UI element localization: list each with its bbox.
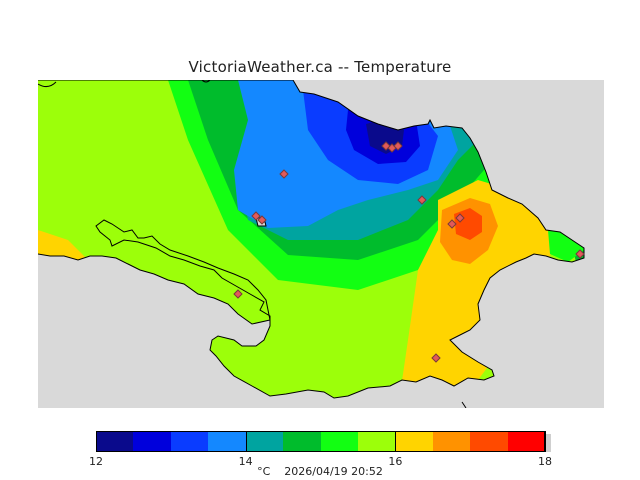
legend-tick-label: 14 — [238, 455, 253, 468]
station-marker[interactable] — [393, 141, 403, 151]
station-marker[interactable] — [233, 289, 243, 299]
legend-swatch — [208, 431, 247, 451]
legend-swatch — [133, 431, 172, 451]
temperature-map-svg — [38, 80, 604, 408]
legend-swatch — [245, 431, 284, 451]
timestamp: 2026/04/19 20:52 — [284, 465, 383, 478]
legend-tick — [96, 431, 97, 452]
coastline — [38, 80, 585, 399]
legend-swatch — [470, 431, 509, 451]
legend-swatch — [96, 431, 134, 451]
station-markers — [233, 141, 585, 363]
color-legend — [96, 431, 551, 452]
legend-tick — [395, 431, 397, 452]
legend-tick-label: 12 — [89, 455, 103, 468]
station-marker[interactable] — [575, 249, 585, 259]
legend-swatch — [432, 431, 471, 451]
coast-fragment — [201, 80, 211, 83]
station-marker[interactable] — [431, 353, 441, 363]
station-marker[interactable] — [447, 219, 457, 229]
legend-tick — [544, 431, 545, 452]
station-marker[interactable] — [279, 169, 289, 179]
legend-shadow — [545, 434, 551, 452]
unit-label: °C — [257, 465, 271, 478]
legend-swatch — [395, 431, 434, 451]
map-title: VictoriaWeather.ca -- Temperature — [188, 58, 452, 76]
station-marker[interactable] — [251, 211, 261, 221]
coast-fragment — [38, 81, 57, 88]
legend-swatch — [357, 431, 396, 451]
legend-tick — [245, 431, 247, 452]
legend-tick-label: 16 — [388, 455, 403, 468]
legend-swatch — [507, 431, 546, 451]
legend-swatch — [283, 431, 322, 451]
station-marker[interactable] — [455, 213, 465, 223]
map-footer: °C 2026/04/19 20:52 — [0, 465, 640, 478]
temperature-map[interactable] — [38, 80, 604, 408]
legend-swatch — [320, 431, 359, 451]
legend-swatch — [170, 431, 209, 451]
station-marker[interactable] — [417, 195, 427, 205]
legend-tick-label: 18 — [538, 455, 552, 468]
station-marker[interactable] — [257, 215, 267, 225]
coast-fragment — [461, 401, 467, 408]
